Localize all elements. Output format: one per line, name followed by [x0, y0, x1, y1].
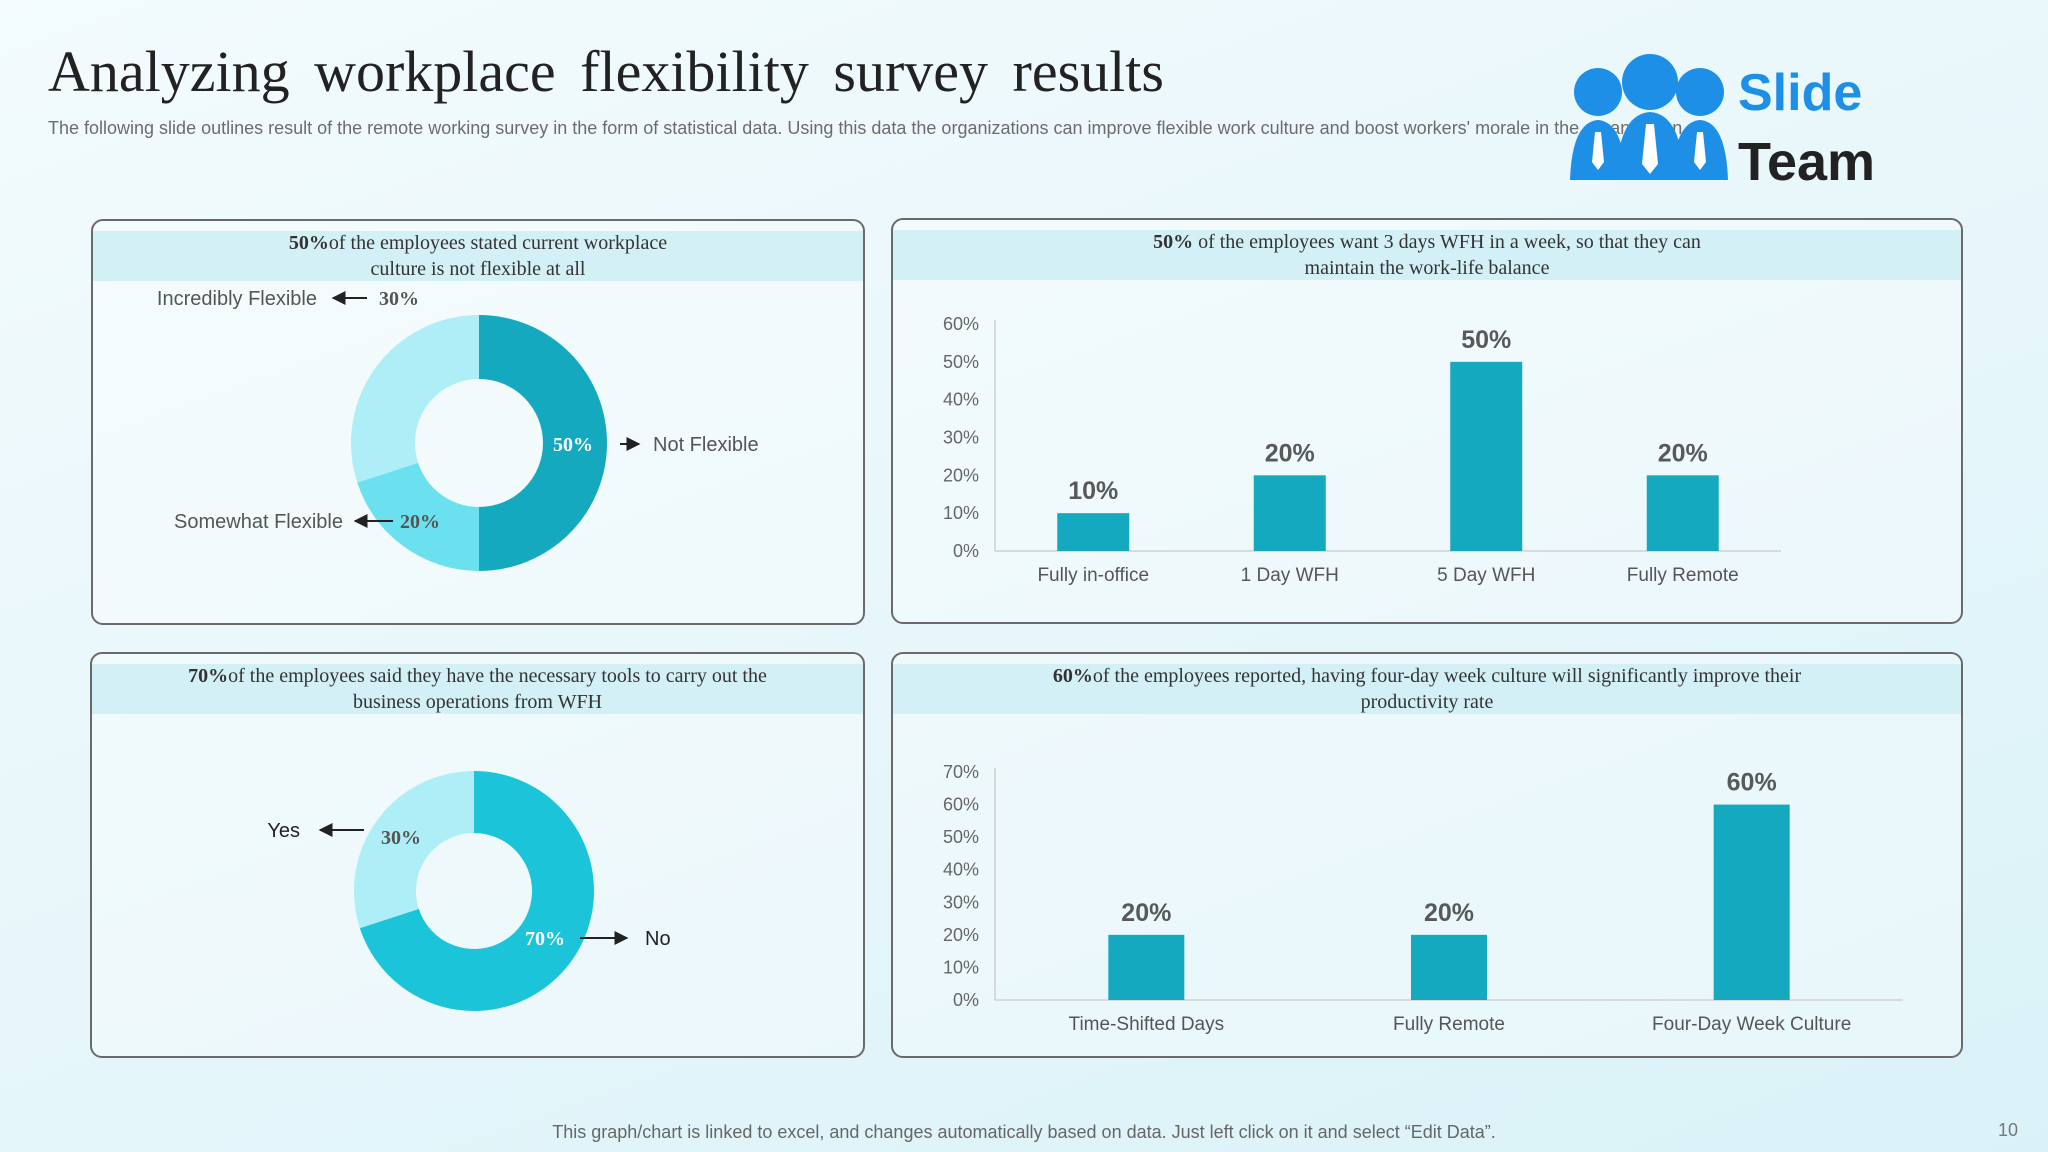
footer-note: This graph/chart is linked to excel, and…	[552, 1122, 1496, 1142]
header-text-line2: productivity rate	[1360, 691, 1494, 713]
donut-chart-tools[interactable]: 70% No 30% Yes	[92, 654, 863, 1056]
x-tick-label: 1 Day WFH	[1241, 565, 1339, 586]
y-tick-label: 30%	[943, 428, 979, 448]
donut-slice-no	[359, 771, 594, 1011]
x-tick-label: Time-Shifted Days	[1069, 1014, 1225, 1035]
bar-value-label: 20%	[1424, 899, 1474, 927]
y-tick-label: 0%	[953, 990, 979, 1010]
slideteam-logo: Slide Team	[1570, 54, 1875, 192]
y-tick-label: 60%	[943, 795, 979, 815]
header-text: of the employees want 3 days WFH in a we…	[1193, 231, 1701, 253]
x-tick-label: Fully Remote	[1627, 565, 1739, 586]
y-tick-label: 20%	[943, 465, 979, 485]
y-tick-label: 10%	[943, 503, 979, 523]
y-tick-label: 40%	[943, 390, 979, 410]
donut-chart-flexibility[interactable]: 50% Not Flexible 20% Somewhat Flexible 30% In…	[93, 221, 863, 623]
slice-value-label: 50%	[553, 434, 593, 456]
bar-5-day-wfh	[1450, 361, 1523, 551]
donut-slice-not-flexible	[479, 315, 607, 571]
panel-four-day-week: 60%of the employees reported, having fou…	[891, 652, 1963, 1058]
y-tick-label: 50%	[943, 827, 979, 847]
panel-wfh-days: 50% of the employees want 3 days WFH in …	[891, 218, 1963, 624]
x-tick-label: 5 Day WFH	[1437, 565, 1535, 586]
header-highlight: 50%	[1153, 231, 1194, 253]
x-tick-label: Fully in-office	[1037, 565, 1149, 586]
logo-text-slide: Slide	[1738, 64, 1862, 122]
header-text: of the employees said they have the nece…	[228, 665, 767, 687]
bar-value-label: 20%	[1658, 439, 1708, 467]
y-tick-label: 60%	[943, 314, 979, 334]
page-number: 10	[1997, 1120, 2018, 1140]
bar-value-label: 60%	[1727, 769, 1777, 797]
bar-value-label: 10%	[1068, 477, 1118, 505]
bar-value-label: 20%	[1121, 899, 1171, 927]
bar-chart-wfh-days[interactable]: 0% 10% 20% 30% 40% 50% 60% 10% Fully in-office 20…	[893, 220, 1961, 622]
y-tick-label: 40%	[943, 860, 979, 880]
logo-text-team: Team	[1738, 132, 1875, 192]
slice-value-label: 30%	[379, 288, 419, 310]
slice-value-label: 70%	[525, 928, 565, 950]
people-group-icon	[1570, 54, 1728, 180]
bar-chart-four-day-week[interactable]: 0% 10% 20% 30% 40% 50% 60% 70% 20% Time-Shifted D…	[893, 654, 1961, 1056]
bar-fully-remote	[1411, 934, 1487, 1000]
header-text-line2: maintain the work-life balance	[1304, 257, 1550, 279]
panel-workplace-flexibility: 50%of the employees stated current workp…	[91, 219, 865, 625]
y-tick-label: 10%	[943, 957, 979, 977]
panel-header: 50% of the employees want 3 days WFH in …	[893, 230, 1961, 280]
slice-label-no: No	[645, 928, 671, 950]
panel-header: 70%of the employees said they have the n…	[92, 664, 863, 714]
panel-header: 60%of the employees reported, having fou…	[893, 664, 1961, 714]
donut-slice-yes	[354, 771, 474, 929]
slice-value-label: 30%	[381, 827, 421, 849]
header-highlight: 50%	[288, 232, 329, 254]
slice-label-incredibly-flexible: Incredibly Flexible	[157, 288, 317, 310]
y-tick-label: 70%	[943, 762, 979, 782]
bar-time-shifted-days	[1108, 934, 1185, 1000]
header-text: of the employees reported, having four-d…	[1092, 665, 1802, 687]
bar-fully-remote	[1646, 475, 1719, 551]
slice-label-somewhat-flexible: Somewhat Flexible	[174, 511, 343, 533]
bar-1-day-wfh	[1253, 475, 1326, 551]
panel-wfh-tools: 70%of the employees said they have the n…	[90, 652, 865, 1058]
bar-four-day-week-culture	[1713, 804, 1790, 1000]
bar-value-label: 50%	[1461, 326, 1511, 354]
header-highlight: 70%	[188, 665, 229, 687]
x-tick-label: Fully Remote	[1393, 1014, 1505, 1035]
y-tick-label: 50%	[943, 352, 979, 372]
y-tick-label: 0%	[953, 541, 979, 561]
y-tick-label: 20%	[943, 925, 979, 945]
slice-label-not-flexible: Not Flexible	[653, 434, 759, 456]
bar-value-label: 20%	[1265, 439, 1315, 467]
slice-label-yes: Yes	[267, 820, 300, 842]
x-tick-label: Four-Day Week Culture	[1652, 1014, 1851, 1035]
header-text-line2: culture is not flexible at all	[370, 258, 586, 280]
header-text: of the employees stated current workplac…	[328, 232, 668, 254]
donut-slice-somewhat-flexible	[357, 462, 479, 571]
slice-value-label: 20%	[400, 511, 440, 533]
y-tick-label: 30%	[943, 892, 979, 912]
donut-slice-incredibly-flexible	[351, 315, 479, 483]
header-highlight: 60%	[1052, 665, 1093, 687]
header-text-line2: business operations from WFH	[352, 691, 603, 713]
page-subtitle: The following slide outlines result of t…	[48, 118, 1688, 138]
page-title: Analyzing workplace flexibility survey r…	[48, 39, 1164, 104]
bar-fully-in-office	[1057, 513, 1130, 551]
panel-header: 50%of the employees stated current workp…	[93, 231, 863, 281]
